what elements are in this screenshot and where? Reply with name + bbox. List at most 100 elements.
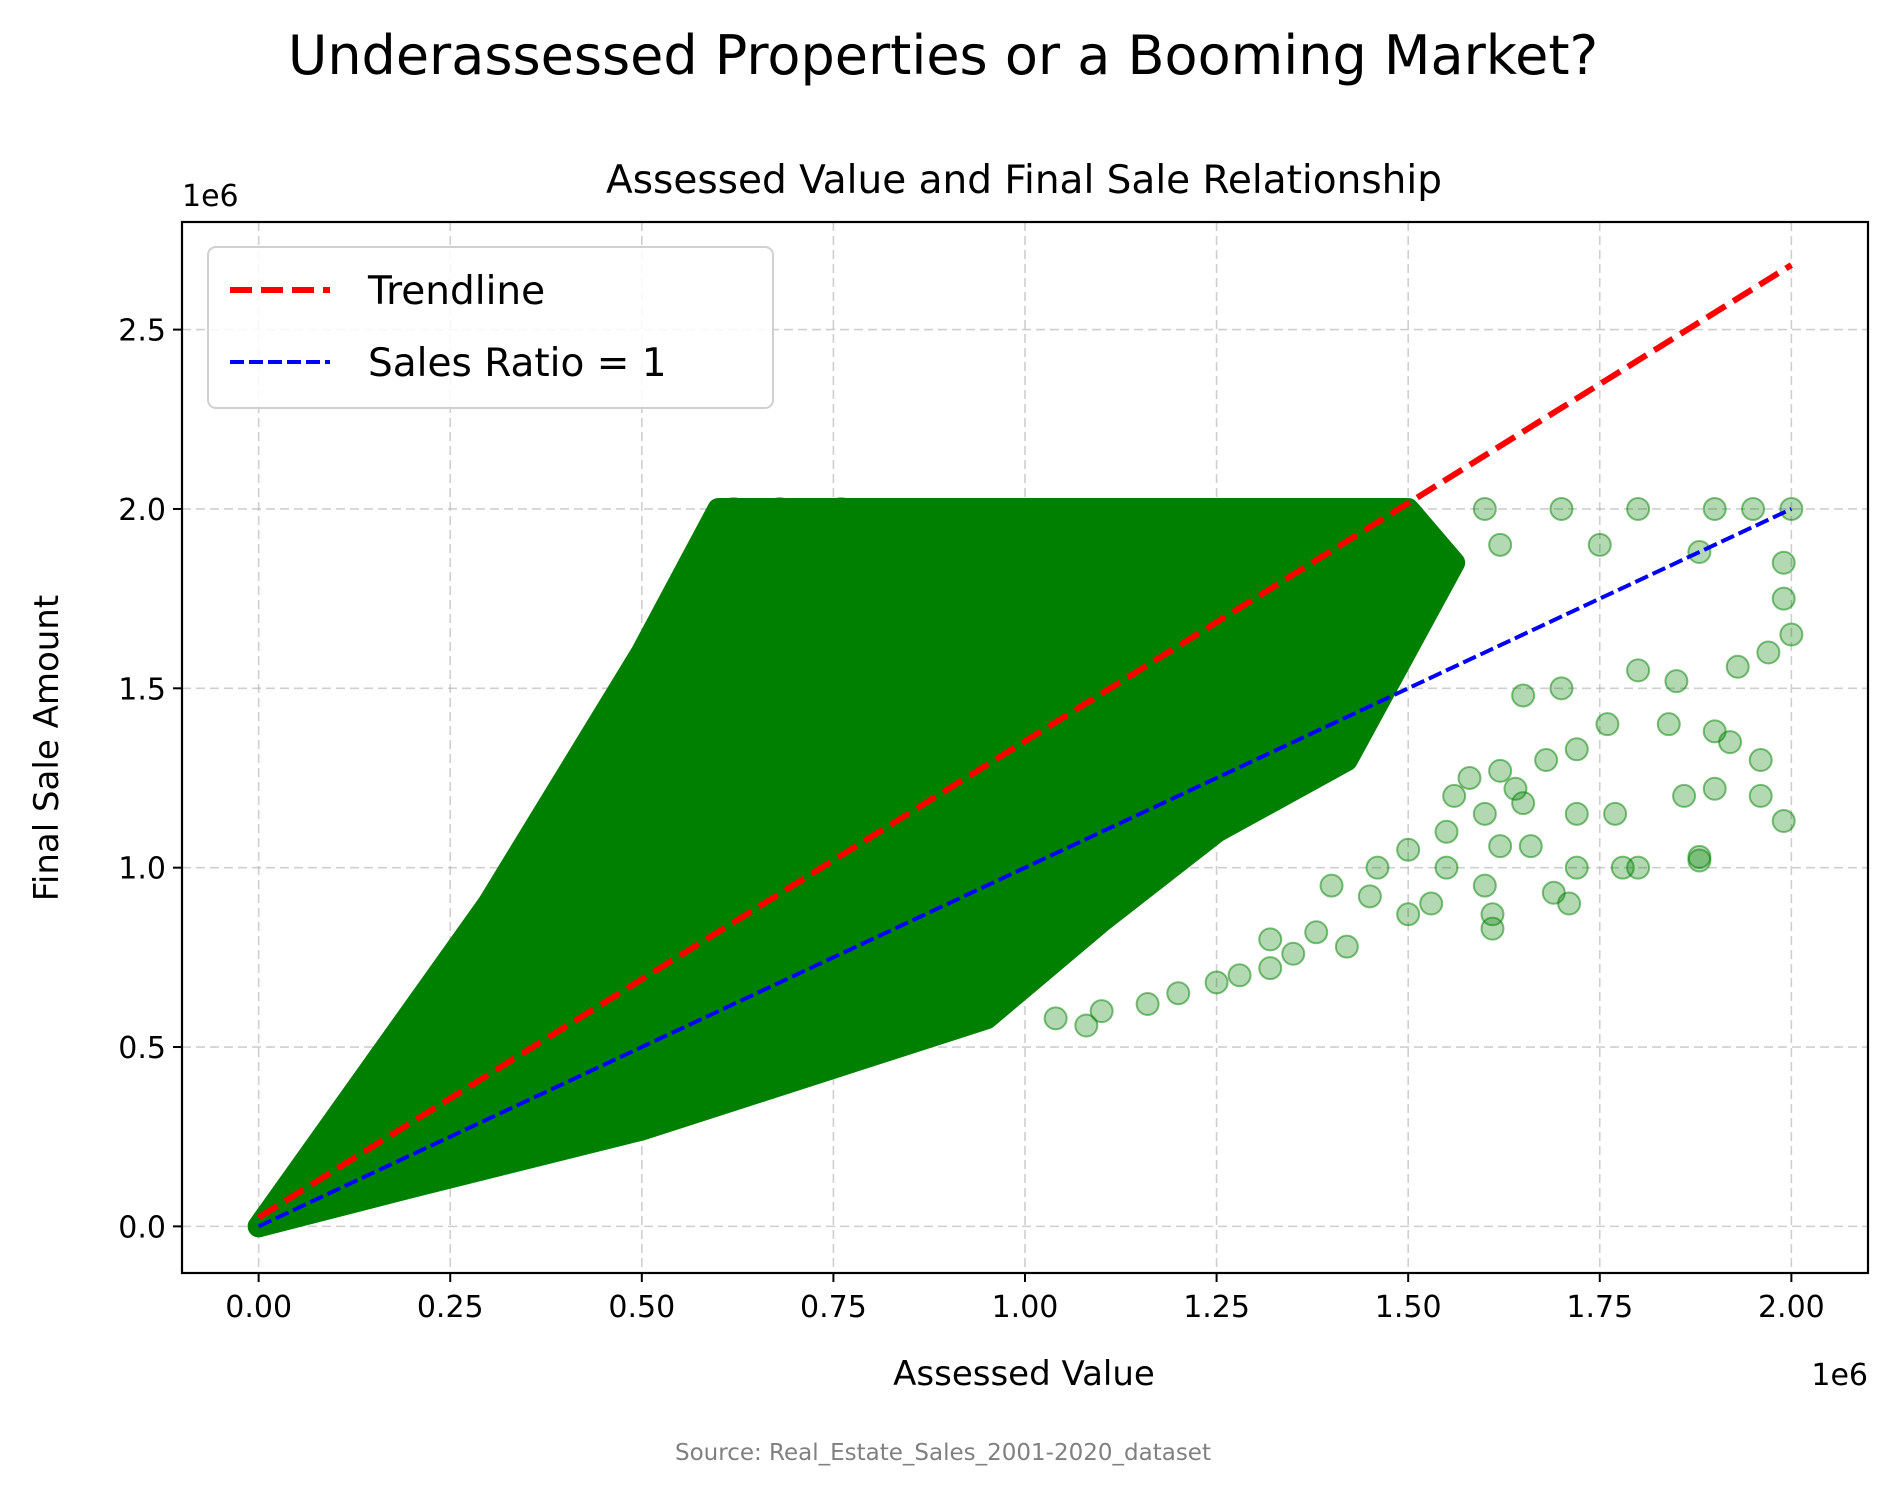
scatter-point [1365,855,1390,880]
scatter-point [1419,891,1444,916]
y-axis-ticks: 0.0 0.5 1.0 1.5 2.0 2.5 [118,314,182,1245]
y-tick-label: 1.5 [118,672,166,707]
scatter-point [1771,809,1796,834]
x-tick-label: 1.00 [992,1290,1059,1325]
x-axis-label: Assessed Value [893,1354,1155,1394]
scatter-point [1603,801,1628,826]
scatter-point [1595,712,1620,737]
x-tick-label: 1.25 [1183,1290,1250,1325]
x-axis-ticks: 0.00 0.25 0.50 0.75 1.00 1.25 1.50 1.75 2.00 [225,1273,1825,1325]
scatter-point [1626,658,1651,683]
x-tick-label: 0.75 [800,1290,867,1325]
scatter-point [1511,791,1536,816]
scatter-point [1564,737,1589,762]
scatter-point [1258,927,1283,952]
scatter-point [1488,532,1513,557]
scatter-point [1664,669,1689,694]
x-tick-label: 0.00 [225,1290,292,1325]
scatter-point [1702,496,1727,521]
source-note: Source: Real_Estate_Sales_2001-2020_data… [675,1440,1211,1466]
scatter-point [1702,776,1727,801]
scatter-point [721,496,746,521]
y-offset-label: 1e6 [182,179,239,214]
scatter-point [1281,941,1306,966]
scatter-point [1741,496,1766,521]
sales-ratio-line [257,507,1793,1229]
x-tick-label: 0.50 [608,1290,675,1325]
x-offset-label: 1e6 [1811,1358,1868,1393]
scatter-points [247,496,1804,1238]
scatter-dense-cloud [247,497,1466,1238]
scatter-point [1227,963,1252,988]
scatter-point [1434,819,1459,844]
figure-suptitle: Underassessed Properties or a Booming Ma… [288,24,1598,87]
scatter-point [1564,801,1589,826]
scatter-point [1587,532,1612,557]
scatter-point [1488,834,1513,859]
scatter-point [1434,855,1459,880]
scatter-point [1656,712,1681,737]
scatter-point [1511,683,1536,708]
scatter-point [1756,640,1781,665]
scatter-point [1396,902,1421,927]
scatter-point [1043,1006,1068,1031]
scatter-point [1258,956,1283,981]
scatter-point [1779,622,1804,647]
scatter-point [1396,837,1421,862]
trendline [257,262,1793,1220]
scatter-point [1503,776,1528,801]
x-tick-label: 1.75 [1566,1290,1633,1325]
scatter-point [1166,981,1191,1006]
scatter-point [1626,855,1651,880]
scatter-point [1771,586,1796,611]
legend: Trendline Sales Ratio = 1 [207,246,774,409]
scatter-point [1672,783,1697,808]
scatter-point [767,496,792,521]
scatter-point [1480,916,1505,941]
scatter-point [1687,848,1712,873]
scatter-point [1457,765,1482,790]
scatter-point [1518,834,1543,859]
y-tick-label: 2.0 [118,493,166,528]
scatter-point [1626,496,1651,521]
scatter-point [1442,783,1467,808]
plot-area: 0.00 0.25 0.50 0.75 1.00 1.25 1.50 1.75 2.00 0.0… [118,220,1870,1325]
y-tick-label: 1.0 [118,852,166,887]
scatter-point [1564,855,1589,880]
scatter-point [1748,783,1773,808]
scatter-point [1357,884,1382,909]
scatter-point [1472,801,1497,826]
x-tick-label: 0.25 [417,1290,484,1325]
scatter-point [1771,550,1796,575]
y-tick-label: 0.0 [118,1210,166,1245]
scatter-point [1725,654,1750,679]
y-tick-label: 2.5 [118,314,166,349]
scatter-point [1334,934,1359,959]
scatter-point [1549,676,1574,701]
scatter-point [1472,873,1497,898]
scatter-point [1074,1013,1099,1038]
legend-trendline-label: Trendline [367,269,545,314]
legend-sales-ratio-label: Sales Ratio = 1 [368,341,667,386]
y-axis-label: Final Sale Amount [27,595,67,901]
y-tick-label: 0.5 [118,1031,166,1066]
scatter-point [1549,496,1574,521]
chart-title: Assessed Value and Final Sale Relationsh… [606,158,1442,203]
scatter-point [1748,748,1773,773]
scatter-point [1135,991,1160,1016]
scatter-point [829,496,854,521]
scatter-point [1304,920,1329,945]
x-tick-label: 2.00 [1758,1290,1825,1325]
scatter-point [1718,730,1743,755]
scatter-point [1557,891,1582,916]
scatter-point [1472,496,1497,521]
legend-box [207,246,774,409]
scatter-point [1319,873,1344,898]
x-tick-label: 1.50 [1375,1290,1442,1325]
scatter-point [1488,758,1513,783]
series-lines [257,262,1793,1229]
scatter-point [1089,999,1114,1024]
scatter-point [1204,970,1229,995]
scatter-point [1534,748,1559,773]
